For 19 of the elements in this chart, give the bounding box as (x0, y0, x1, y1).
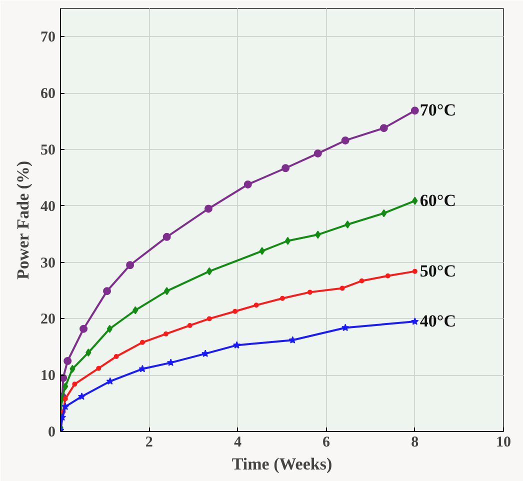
x-tick-label: 10 (496, 434, 511, 450)
y-tick-label: 50 (40, 142, 56, 158)
y-tick-label: 40 (40, 198, 56, 215)
y-tick-label: 0 (48, 424, 56, 440)
y-tick-label: 70 (40, 30, 56, 46)
y-tick-label: 60 (40, 86, 56, 102)
series-label: 40°C (420, 312, 456, 331)
series-label: 50°C (420, 261, 456, 280)
x-tick-label: 2 (145, 434, 153, 450)
x-tick-label: 8 (411, 434, 419, 450)
x-tick-label: 6 (322, 434, 331, 450)
y-tick-label: 10 (40, 368, 56, 384)
x-tick-label: 4 (234, 434, 242, 450)
y-axis-title: Power Fade (%) (14, 160, 32, 280)
series-label: 60°C (420, 190, 456, 210)
x-axis-title: Time (Weeks) (232, 454, 332, 474)
y-tick-label: 20 (40, 312, 56, 328)
y-tick-label: 30 (40, 255, 56, 272)
series-label: 70°C (420, 100, 456, 120)
